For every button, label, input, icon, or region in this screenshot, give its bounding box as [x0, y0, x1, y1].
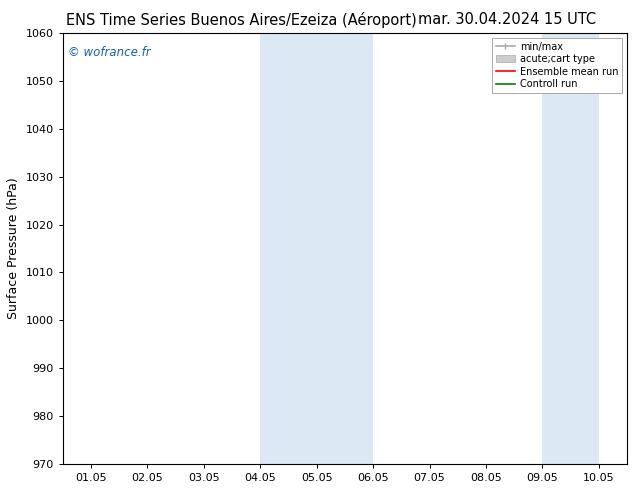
Text: mar. 30.04.2024 15 UTC: mar. 30.04.2024 15 UTC	[418, 12, 596, 27]
Text: ENS Time Series Buenos Aires/Ezeiza (Aéroport): ENS Time Series Buenos Aires/Ezeiza (Aér…	[65, 12, 417, 28]
Text: © wofrance.fr: © wofrance.fr	[68, 46, 151, 59]
Bar	[316, 33, 373, 464]
Y-axis label: Surface Pressure (hPa): Surface Pressure (hPa)	[7, 178, 20, 319]
Bar	[260, 33, 316, 464]
Bar	[543, 33, 599, 464]
Legend: min/max, acute;cart type, Ensemble mean run, Controll run: min/max, acute;cart type, Ensemble mean …	[491, 38, 622, 93]
